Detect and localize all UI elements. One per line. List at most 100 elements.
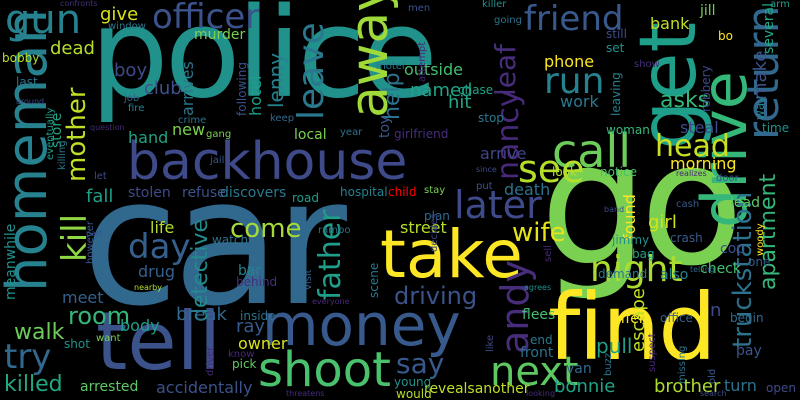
word-crash: crash (670, 231, 703, 245)
word-know: know (228, 349, 255, 360)
word-run: run (544, 61, 605, 102)
word-owner: owner (238, 334, 288, 353)
word-nancy: nancy (491, 89, 526, 180)
word-refuse: refuse (182, 185, 226, 201)
word-ray: ray (236, 316, 266, 337)
word-one: one (748, 255, 771, 269)
word-band: band (604, 205, 625, 214)
word-toy: toy (377, 115, 393, 138)
word-front: front (520, 345, 554, 361)
word-also: also (660, 267, 689, 283)
word-jill: jill (700, 3, 716, 19)
word-backhouse: backhouse (127, 132, 408, 192)
word-however: however (85, 221, 96, 264)
word-night: night (590, 249, 683, 290)
word-job: job (124, 93, 140, 104)
word-dead: dead (50, 38, 95, 59)
word-n: n (710, 300, 722, 321)
word-stay: stay (424, 185, 446, 196)
word-car: car (82, 140, 347, 345)
word-road: road (292, 191, 319, 205)
word-head: head (655, 129, 730, 164)
word-part: part (86, 229, 103, 238)
word-several: several (761, 2, 777, 54)
word-men: men (408, 3, 431, 14)
word-search: search (700, 389, 727, 398)
word-end: end (530, 333, 553, 347)
word-offer: offer (612, 311, 645, 327)
word-leaf: leaf (489, 43, 522, 96)
word-around: around (16, 97, 45, 106)
word-life: life (150, 218, 175, 237)
word-tell: tell (96, 295, 222, 388)
word-arrested: arrested (80, 379, 139, 395)
word-leave: leave (291, 22, 332, 120)
word-missing: missing (677, 345, 688, 384)
word-bag: bag (632, 247, 655, 261)
word-open: open (766, 381, 796, 395)
word-set: set (606, 41, 625, 55)
word-way: way (753, 95, 767, 120)
word-killer: killer (482, 0, 507, 10)
word-woman: woman (606, 123, 650, 137)
word-hospital: hospital (340, 185, 388, 199)
word-sell: sell (543, 245, 554, 262)
word-drug: drug (138, 262, 176, 281)
word-hand: hand (128, 128, 169, 147)
word-money: money (262, 291, 461, 359)
word-make: make (750, 50, 771, 100)
word-new: new (172, 120, 206, 139)
word-agrees: agrees (524, 283, 552, 292)
word-named: named (410, 80, 473, 101)
word-killing: killing (57, 140, 68, 170)
word-stolen: stolen (128, 185, 171, 201)
word-body: body (120, 316, 160, 335)
word-cash: cash (676, 199, 700, 210)
word-see: see (518, 147, 585, 191)
word-eventually: eventually (45, 107, 56, 160)
word-come: come (230, 214, 302, 244)
word-arrives: arrives (178, 61, 197, 116)
word-jail: jail (210, 155, 225, 166)
word-begin: begin (730, 311, 764, 325)
word-cop: cop (720, 241, 746, 257)
word-flees: flees (522, 307, 556, 323)
word-help: help (380, 72, 405, 120)
word-call: call (552, 124, 632, 178)
word-day: day (128, 227, 191, 267)
word-time: time (762, 121, 790, 135)
word-fire: fire (128, 103, 145, 114)
word-hit: hit (448, 92, 472, 113)
word-phone: phone (544, 52, 595, 71)
word-crime: crime (178, 115, 207, 126)
word-motel: motel (376, 61, 405, 72)
word-robbery: robbery (699, 65, 713, 112)
word-young: young (394, 375, 432, 389)
word-driver: driver (205, 346, 216, 376)
word-buzz: buzz (603, 352, 614, 376)
word-demand: demand (598, 267, 648, 281)
word-boy: boy (114, 60, 148, 81)
word-killed: killed (4, 372, 63, 397)
word-accidentally: accidentally (156, 378, 253, 397)
word-hotel: hotel (246, 75, 265, 117)
word-put: put (476, 181, 493, 192)
word-old: old (707, 368, 718, 384)
word-shoot: shoot (258, 342, 391, 398)
word-asks: asks (660, 88, 710, 113)
word-wife: wife (512, 218, 566, 248)
word-pay: pay (736, 343, 762, 359)
word-officer: officer (152, 0, 260, 37)
word-jimmy: jimmy (612, 233, 650, 247)
word-office: office (660, 311, 693, 325)
word-visit: visit (303, 269, 314, 290)
word-later: later (454, 183, 542, 227)
word-local: local (294, 127, 327, 143)
word-still: still (606, 27, 627, 41)
word-arrive: arrive (480, 144, 527, 163)
word-gang: gang (206, 129, 232, 140)
word-window: window (108, 21, 146, 32)
word-room: room (68, 302, 131, 330)
word-threatens: threatens (286, 389, 325, 398)
